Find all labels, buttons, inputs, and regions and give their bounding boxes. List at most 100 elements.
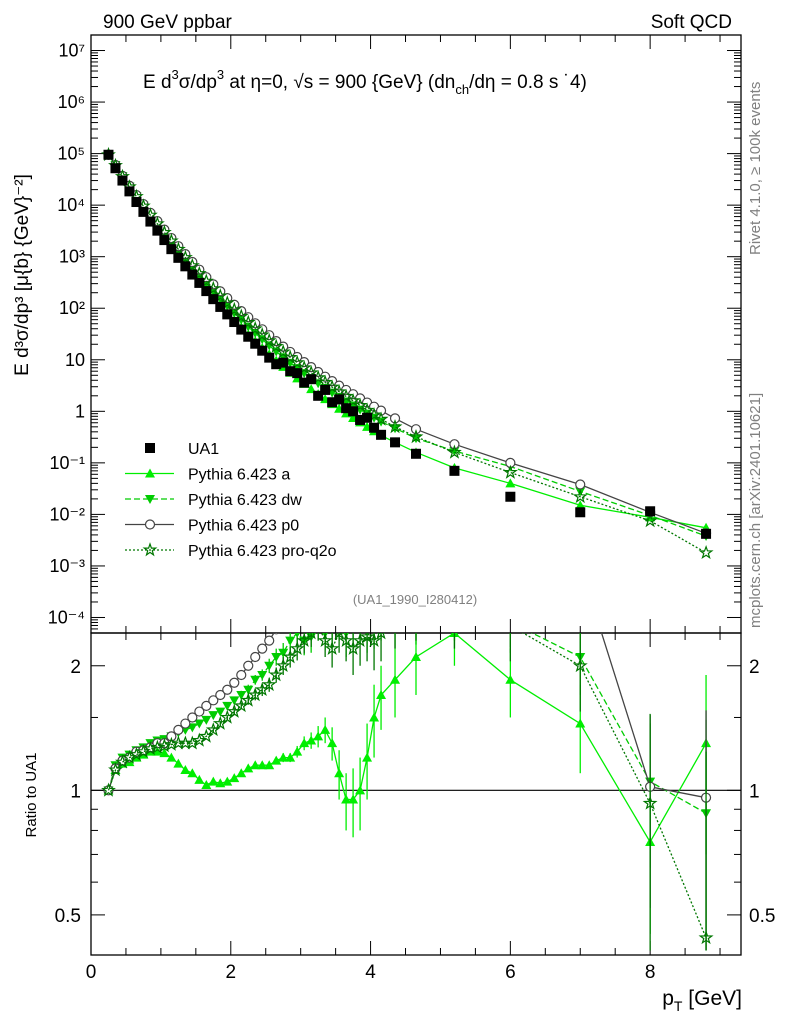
- ratio-point: [376, 633, 386, 640]
- data-point: [320, 384, 331, 395]
- data-point: [572, 488, 588, 504]
- ratio-point: [286, 604, 295, 613]
- y-tick-label-main: 10⁵: [58, 144, 85, 164]
- legend-label: Pythia 6.423 dw: [188, 492, 302, 509]
- rivet-label: Rivet 4.1.0, ≥ 100k events: [747, 82, 764, 255]
- ratio-point: [306, 735, 317, 745]
- ratio-line: [107, 633, 707, 799]
- data-point: [233, 308, 249, 323]
- ratio-point: [355, 615, 365, 624]
- data-point: [505, 491, 516, 502]
- y-tick-label-main: 10⁴: [57, 195, 85, 215]
- data-point: [575, 507, 586, 518]
- y-tick-label-main: 10⁶: [58, 92, 85, 112]
- data-point: [389, 413, 401, 424]
- ratio-point: [236, 669, 247, 681]
- ratio-point: [257, 643, 268, 654]
- data-point: [285, 366, 296, 377]
- ratio-point: [335, 561, 344, 570]
- data-point: [264, 352, 275, 363]
- ratio-point: [236, 690, 247, 700]
- y-axis-title-main: E d³σ/dp³ [μ{b} {GeV}⁻²]: [12, 174, 33, 376]
- ratio-point: [108, 762, 123, 777]
- ratio-point: [236, 768, 247, 778]
- data-point: [449, 446, 460, 456]
- ratio-point: [275, 657, 291, 673]
- ratio-point: [264, 635, 275, 646]
- x-tick-label: 4: [365, 962, 376, 983]
- ratio-point: [229, 773, 240, 783]
- data-point: [180, 261, 191, 272]
- legend-label: UA1: [188, 441, 219, 458]
- ratio-point: [187, 768, 198, 778]
- ratio-point: [390, 674, 401, 684]
- data-point: [387, 418, 403, 434]
- x-tick-label: 6: [505, 962, 516, 983]
- ratio-point: [292, 746, 303, 756]
- series-0: [103, 149, 712, 539]
- data-point: [299, 377, 310, 388]
- ratio-point: [257, 670, 268, 680]
- data-point: [247, 320, 263, 336]
- data-point: [334, 394, 345, 405]
- data-point: [449, 465, 460, 476]
- ratio-point: [201, 700, 212, 711]
- ratio-point: [313, 731, 324, 741]
- ratio-point: [180, 764, 191, 774]
- data-point: [306, 374, 317, 385]
- data-point: [355, 414, 366, 425]
- data-point: [166, 244, 177, 255]
- ratio-point: [411, 651, 421, 661]
- ratio-point: [391, 577, 400, 586]
- x-tick-label: 8: [645, 962, 656, 983]
- ratio-point: [156, 738, 172, 753]
- ratio-point: [369, 712, 380, 722]
- ratio-point: [163, 736, 179, 751]
- ratio-point: [243, 763, 254, 773]
- ratio-point: [180, 718, 191, 729]
- ratio-series-4: [101, 633, 714, 951]
- chart-title: E d3σ/dp3 at η=0, √s = 900 {GeV} (dnch/d…: [143, 67, 587, 97]
- ratio-point: [243, 685, 254, 695]
- ratio-point: [222, 701, 233, 711]
- ratio-point: [363, 541, 372, 550]
- data-point: [449, 439, 460, 450]
- data-point: [208, 294, 219, 305]
- ratio-point: [334, 633, 344, 640]
- legend-marker: [144, 519, 156, 530]
- ratio-point: [208, 776, 219, 786]
- data-point: [373, 411, 389, 426]
- data-point: [341, 403, 352, 414]
- ratio-point: [299, 738, 310, 748]
- ratio-point: [268, 667, 284, 682]
- data-point: [446, 444, 462, 459]
- ratio-point: [243, 660, 254, 671]
- y-tick-label-main: 10⁻²: [49, 504, 85, 524]
- ratio-point: [296, 633, 312, 647]
- ratio-point: [250, 675, 261, 685]
- ratio-point: [334, 615, 344, 624]
- ratio-series-group: [101, 516, 714, 951]
- data-point: [117, 175, 128, 186]
- data-point: [271, 359, 282, 370]
- legend-label: Pythia 6.423 p0: [188, 518, 299, 535]
- ratio-point: [313, 622, 323, 631]
- data-point: [376, 429, 387, 440]
- header-left: 900 GeV ppbar: [103, 12, 233, 33]
- ratio-point: [328, 566, 337, 575]
- data-point: [138, 206, 149, 217]
- y-tick-label-main: 10²: [59, 298, 85, 318]
- ratio-point: [201, 715, 212, 725]
- data-point: [575, 479, 586, 490]
- data-point: [250, 338, 261, 349]
- ratio-point: [300, 588, 309, 597]
- ratio-point: [362, 752, 373, 762]
- y-tick-label-main: 10³: [59, 247, 85, 267]
- ratio-point: [187, 712, 198, 723]
- ratio-point: [257, 760, 268, 770]
- x-tick-label: 0: [86, 962, 97, 983]
- ratio-point: [324, 640, 340, 655]
- ratio-point: [506, 516, 515, 525]
- ratio-point: [279, 614, 288, 623]
- ratio-point: [376, 689, 387, 699]
